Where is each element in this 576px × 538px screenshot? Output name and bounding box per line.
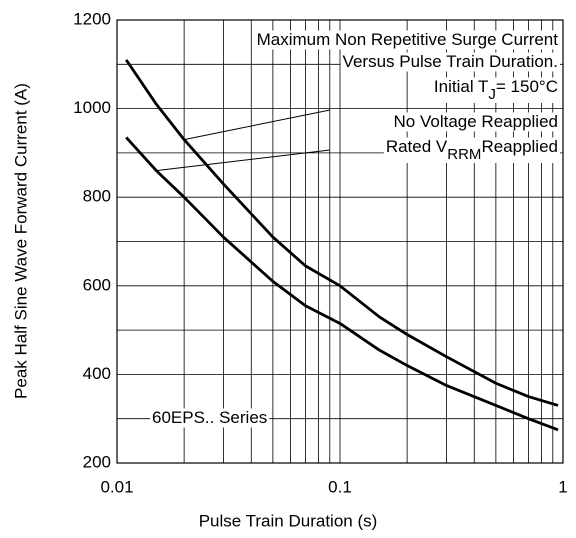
legend-label-part: Reapplied <box>481 137 558 156</box>
x-axis-label: Pulse Train Duration (s) <box>199 511 378 530</box>
x-tick-label: 1 <box>558 477 567 496</box>
x-tick-label: 0.1 <box>328 477 352 496</box>
label-background <box>150 408 270 428</box>
y-tick-label: 1000 <box>73 98 111 117</box>
data-line <box>125 59 559 407</box>
annotation: Maximum Non Repetitive Surge Current <box>257 30 559 49</box>
legend-label: Rated VRRMReapplied <box>386 137 558 162</box>
data-line <box>125 136 559 432</box>
annotation-part: 60EPS.. Series <box>152 408 267 427</box>
legend-label-part: RRM <box>447 146 481 163</box>
y-tick-label: 1200 <box>73 9 111 28</box>
y-tick-label: 800 <box>83 187 111 206</box>
label-background <box>340 52 560 72</box>
legend-label-part: Rated V <box>386 137 448 156</box>
label-background <box>391 112 560 132</box>
label-background <box>254 30 561 50</box>
annotation-part: Maximum Non Repetitive Surge Current <box>257 30 559 49</box>
legend-label: No Voltage Reapplied <box>394 112 558 131</box>
annotation-part: Initial T <box>434 77 489 96</box>
annotation: 60EPS.. Series <box>152 408 267 427</box>
annotation-part: J <box>488 86 496 103</box>
y-axis-label: Peak Half Sine Wave Forward Current (A) <box>11 83 30 399</box>
leader-line <box>184 109 331 141</box>
plot-frame <box>116 19 564 464</box>
annotation-part: Versus Pulse Train Duration. <box>343 52 558 71</box>
x-tick-label: 0.01 <box>100 477 133 496</box>
annotation: Initial TJ= 150°C <box>434 77 558 102</box>
legend-label-part: No Voltage Reapplied <box>394 112 558 131</box>
annotation-part: = 150°C <box>496 77 558 96</box>
label-background <box>431 77 560 103</box>
annotation: Versus Pulse Train Duration. <box>343 52 558 71</box>
y-tick-label: 600 <box>83 275 111 294</box>
y-tick-label: 200 <box>83 452 111 471</box>
y-tick-label: 400 <box>83 364 111 383</box>
label-background <box>383 137 560 163</box>
leader-line <box>156 149 331 172</box>
